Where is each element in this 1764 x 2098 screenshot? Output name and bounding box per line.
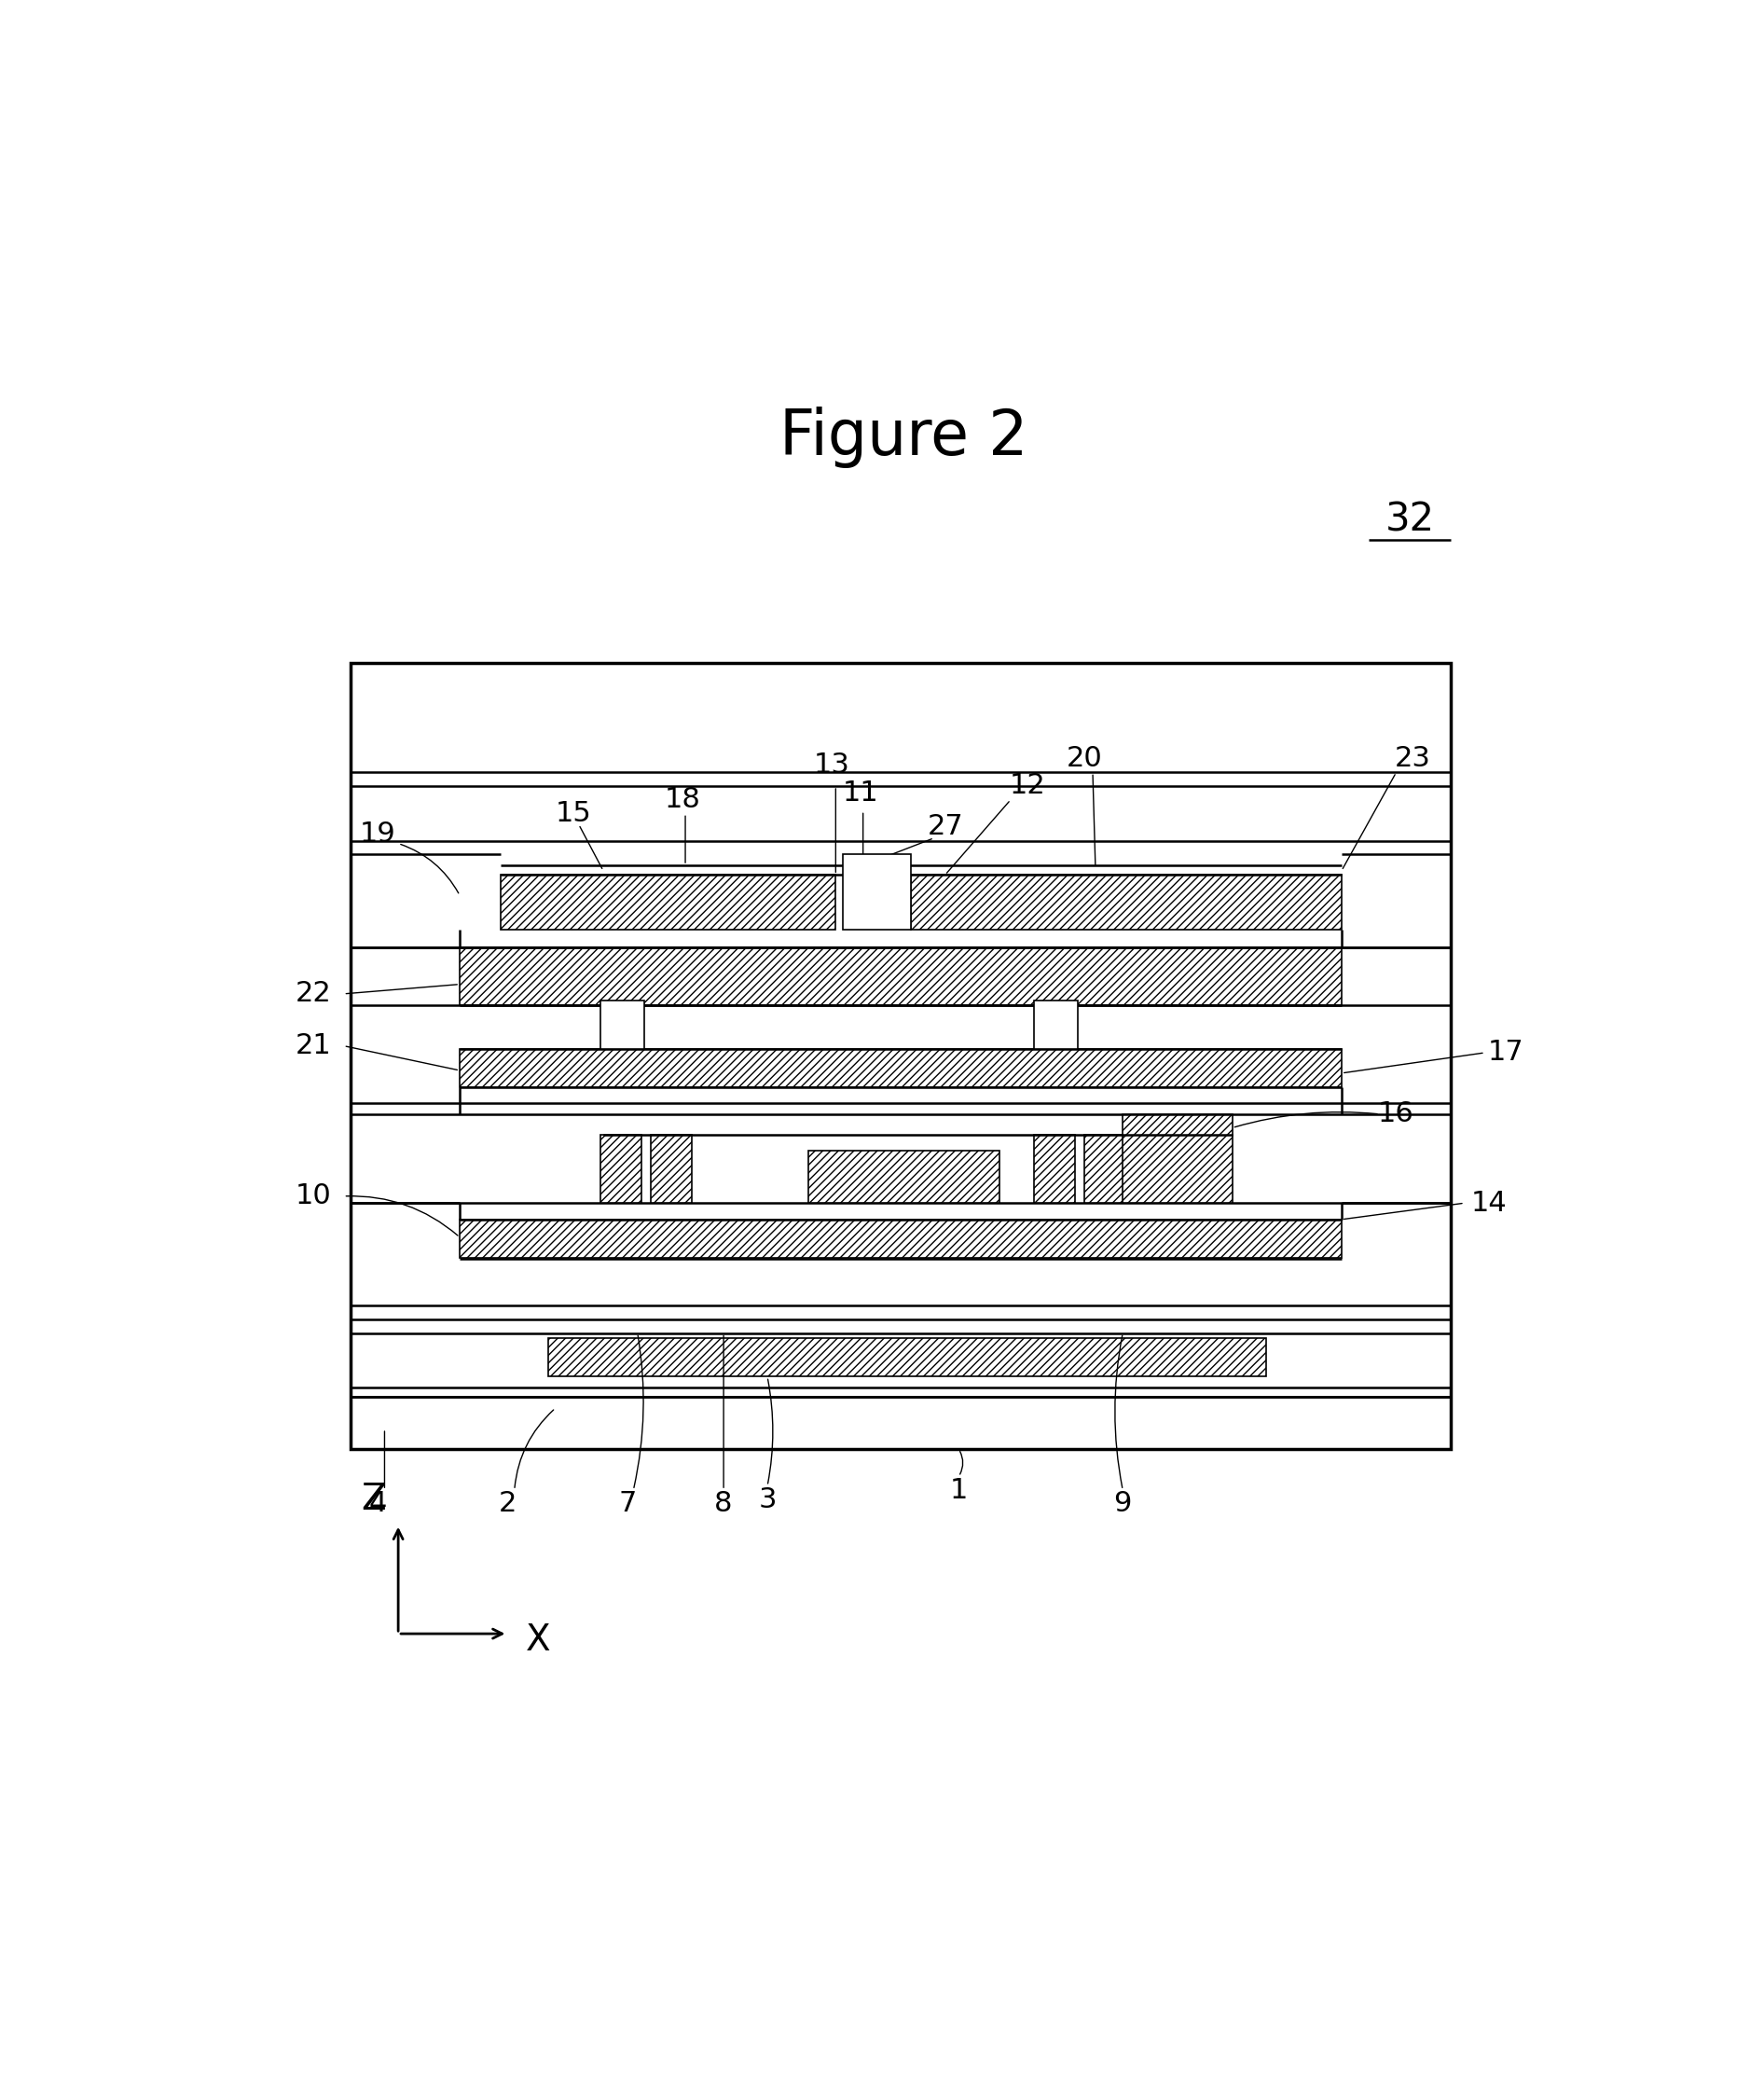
Text: 2: 2 <box>499 1490 517 1517</box>
Bar <box>910 875 1341 929</box>
Text: 27: 27 <box>928 814 963 841</box>
Text: 12: 12 <box>1009 772 1044 799</box>
Text: 10: 10 <box>295 1183 332 1211</box>
Bar <box>351 1397 1450 1450</box>
Bar <box>1124 1114 1233 1202</box>
Bar <box>1034 1135 1074 1202</box>
Bar <box>843 854 910 929</box>
Text: 19: 19 <box>360 820 395 848</box>
Text: 1: 1 <box>949 1477 968 1504</box>
Bar <box>460 948 1341 1005</box>
Text: 21: 21 <box>295 1032 332 1059</box>
Text: X: X <box>526 1624 550 1657</box>
Text: 3: 3 <box>759 1485 776 1513</box>
Bar <box>460 1049 1341 1087</box>
Bar <box>351 663 1450 1450</box>
Text: 23: 23 <box>1395 745 1431 772</box>
Text: 9: 9 <box>1113 1490 1132 1517</box>
Bar <box>549 1339 1267 1376</box>
Bar <box>600 1135 642 1202</box>
Text: 4: 4 <box>369 1490 386 1517</box>
Text: 7: 7 <box>619 1490 637 1517</box>
Bar <box>460 1219 1341 1257</box>
Text: Z: Z <box>362 1481 386 1517</box>
Text: 14: 14 <box>1471 1190 1506 1217</box>
Text: 22: 22 <box>295 980 332 1007</box>
Text: 32: 32 <box>1385 499 1434 539</box>
Bar <box>1085 1135 1125 1202</box>
Bar <box>501 875 836 929</box>
Text: Figure 2: Figure 2 <box>780 407 1028 468</box>
Text: 20: 20 <box>1067 745 1102 772</box>
Text: 8: 8 <box>714 1490 732 1517</box>
Text: 11: 11 <box>841 778 878 806</box>
Text: 13: 13 <box>813 751 850 778</box>
Text: 15: 15 <box>556 799 591 827</box>
Text: 17: 17 <box>1487 1039 1524 1066</box>
Text: 16: 16 <box>1378 1101 1415 1129</box>
Bar <box>600 1001 644 1049</box>
Bar <box>651 1135 691 1202</box>
Bar <box>808 1152 1000 1202</box>
Bar <box>1034 1001 1078 1049</box>
Text: 18: 18 <box>665 787 700 814</box>
